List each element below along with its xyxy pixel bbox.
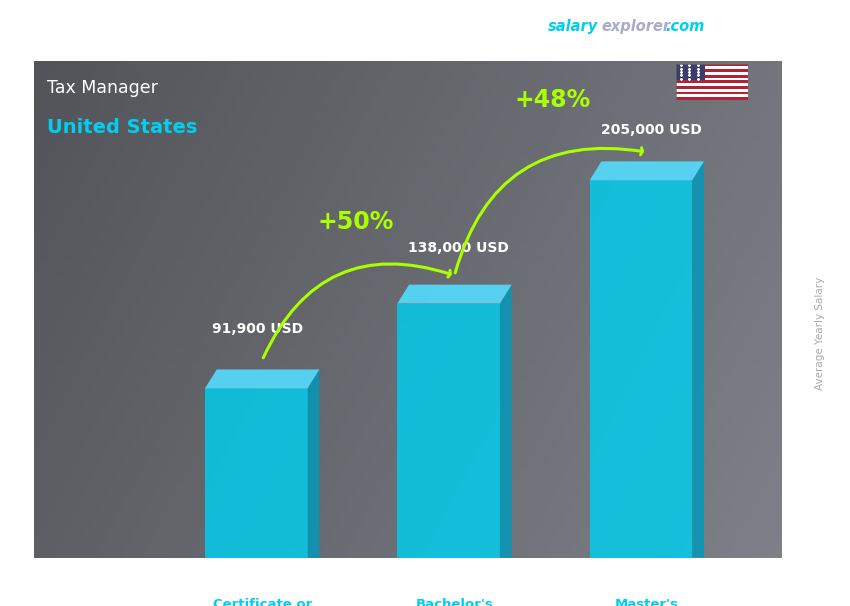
Text: +50%: +50% <box>318 210 394 234</box>
Text: Certificate or
Diploma: Certificate or Diploma <box>212 598 312 606</box>
Text: +48%: +48% <box>514 88 591 112</box>
Polygon shape <box>205 388 308 558</box>
Polygon shape <box>692 161 704 558</box>
Polygon shape <box>397 285 512 304</box>
Bar <box>676 95 748 97</box>
Bar <box>676 92 748 95</box>
Bar <box>676 75 748 78</box>
Text: .com: .com <box>666 19 705 35</box>
Text: Master's
Degree: Master's Degree <box>615 598 679 606</box>
Bar <box>676 81 748 83</box>
Polygon shape <box>590 161 704 180</box>
Polygon shape <box>500 285 512 558</box>
Text: 91,900 USD: 91,900 USD <box>212 322 303 336</box>
Bar <box>676 67 748 69</box>
Bar <box>676 86 748 89</box>
Bar <box>676 72 748 75</box>
Bar <box>676 64 705 81</box>
Polygon shape <box>205 370 320 388</box>
Text: Bachelor's
Degree: Bachelor's Degree <box>416 598 493 606</box>
Text: Tax Manager: Tax Manager <box>47 79 157 97</box>
Bar <box>676 78 748 81</box>
Text: Average Yearly Salary: Average Yearly Salary <box>815 277 825 390</box>
Text: United States: United States <box>47 118 197 137</box>
Text: salary: salary <box>548 19 598 35</box>
Bar <box>676 69 748 72</box>
Bar <box>676 83 748 86</box>
Text: 138,000 USD: 138,000 USD <box>408 241 509 255</box>
Polygon shape <box>590 180 692 558</box>
Text: explorer: explorer <box>602 19 671 35</box>
Polygon shape <box>308 370 320 558</box>
Text: 205,000 USD: 205,000 USD <box>601 124 701 138</box>
Polygon shape <box>397 304 500 558</box>
Bar <box>676 89 748 92</box>
Text: Salary Comparison By Education: Salary Comparison By Education <box>47 21 530 47</box>
Bar <box>676 64 748 67</box>
Bar <box>676 97 748 100</box>
